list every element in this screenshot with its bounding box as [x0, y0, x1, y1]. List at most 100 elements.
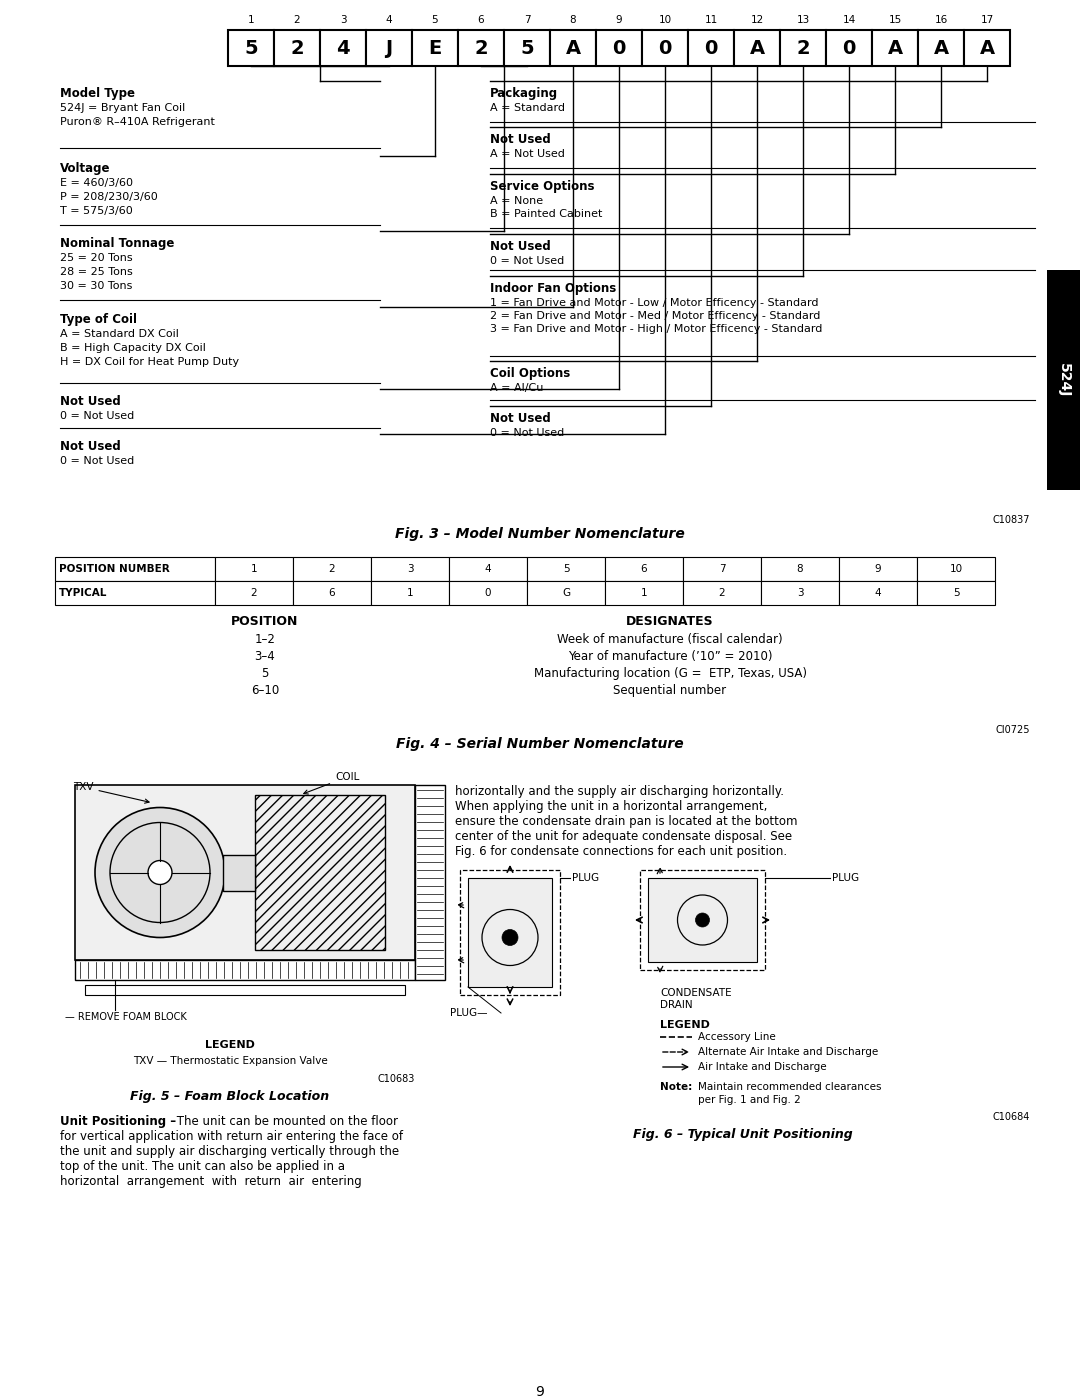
Text: Voltage: Voltage	[60, 162, 110, 175]
Bar	[550, 29, 596, 66]
Text: 6: 6	[328, 588, 335, 598]
Text: 2: 2	[474, 39, 488, 57]
Text: the unit and supply air discharging vertically through the: the unit and supply air discharging vert…	[60, 1146, 400, 1158]
Text: horizontally and the supply air discharging horizontally.: horizontally and the supply air discharg…	[455, 785, 784, 798]
Text: 8: 8	[797, 564, 804, 574]
Text: Nominal Tonnage: Nominal Tonnage	[60, 237, 174, 250]
Text: 28 = 25 Tons: 28 = 25 Tons	[60, 267, 133, 277]
Text: P = 208/230/3/60: P = 208/230/3/60	[60, 191, 158, 203]
Bar	[917, 581, 995, 605]
Bar	[504, 29, 550, 66]
Text: 1: 1	[247, 15, 254, 25]
Text: 2: 2	[294, 15, 300, 25]
Bar	[683, 581, 761, 605]
Text: B = Painted Cabinet: B = Painted Cabinet	[490, 210, 603, 219]
Text: 3: 3	[797, 588, 804, 598]
Text: A = Standard DX Coil: A = Standard DX Coil	[60, 330, 179, 339]
Bar	[460, 870, 561, 995]
Text: Year of manufacture (’10” = 2010): Year of manufacture (’10” = 2010)	[568, 650, 772, 664]
Bar	[255, 795, 384, 950]
Text: 2: 2	[718, 588, 726, 598]
Text: TXV — Thermostatic Expansion Valve: TXV — Thermostatic Expansion Valve	[133, 1056, 327, 1066]
Bar	[761, 581, 839, 605]
Text: POSITION NUMBER: POSITION NUMBER	[59, 564, 170, 574]
Bar	[411, 29, 458, 66]
Text: 2: 2	[291, 39, 303, 57]
Bar	[596, 29, 642, 66]
Text: Maintain recommended clearances: Maintain recommended clearances	[698, 1083, 881, 1092]
Text: 0 = Not Used: 0 = Not Used	[60, 455, 134, 467]
Text: C10837: C10837	[993, 515, 1030, 525]
Bar	[293, 557, 372, 581]
Text: 5: 5	[244, 39, 258, 57]
Bar	[55, 581, 215, 605]
Text: Fig. 4 – Serial Number Nomenclature: Fig. 4 – Serial Number Nomenclature	[396, 738, 684, 752]
Text: When applying the unit in a horizontal arrangement,: When applying the unit in a horizontal a…	[455, 800, 768, 813]
Bar	[449, 581, 527, 605]
Text: 4: 4	[485, 564, 491, 574]
Bar	[320, 29, 366, 66]
Bar	[918, 29, 964, 66]
Text: Air Intake and Discharge: Air Intake and Discharge	[698, 1062, 826, 1071]
Text: 9: 9	[616, 15, 622, 25]
Text: 3–4: 3–4	[255, 650, 275, 664]
Text: 3: 3	[407, 564, 414, 574]
Bar	[372, 581, 449, 605]
Bar	[85, 985, 405, 995]
Text: A = Not Used: A = Not Used	[490, 149, 565, 159]
Text: 14: 14	[842, 15, 855, 25]
Text: 11: 11	[704, 15, 717, 25]
Text: ensure the condensate drain pan is located at the bottom: ensure the condensate drain pan is locat…	[455, 814, 797, 828]
Text: 7: 7	[718, 564, 726, 574]
Bar	[872, 29, 918, 66]
Text: DRAIN: DRAIN	[660, 1000, 692, 1010]
Bar	[642, 29, 688, 66]
Text: 15: 15	[889, 15, 902, 25]
Bar	[605, 581, 683, 605]
Text: CI0725: CI0725	[996, 725, 1030, 735]
Text: 5: 5	[521, 39, 534, 57]
Circle shape	[502, 929, 518, 946]
Bar	[648, 877, 757, 963]
Text: 0: 0	[659, 39, 672, 57]
Text: J: J	[386, 39, 392, 57]
Text: 3: 3	[340, 15, 347, 25]
Text: Fig. 3 – Model Number Nomenclature: Fig. 3 – Model Number Nomenclature	[395, 527, 685, 541]
Bar	[917, 557, 995, 581]
Text: Model Type: Model Type	[60, 87, 135, 101]
Bar	[640, 870, 765, 970]
Text: Fig. 6 – Typical Unit Positioning: Fig. 6 – Typical Unit Positioning	[633, 1127, 852, 1141]
Text: 4: 4	[875, 588, 881, 598]
Text: 6–10: 6–10	[251, 685, 279, 697]
Bar	[780, 29, 826, 66]
Text: A = Standard: A = Standard	[490, 103, 565, 113]
Text: COIL: COIL	[303, 773, 360, 793]
Text: G: G	[562, 588, 570, 598]
Text: Accessory Line: Accessory Line	[698, 1032, 775, 1042]
Text: The unit can be mounted on the floor: The unit can be mounted on the floor	[173, 1115, 399, 1127]
Text: 17: 17	[981, 15, 994, 25]
Bar	[415, 785, 445, 981]
Text: 30 = 30 Tons: 30 = 30 Tons	[60, 281, 133, 291]
Text: 2 = Fan Drive and Motor - Med / Motor Efficency - Standard: 2 = Fan Drive and Motor - Med / Motor Ef…	[490, 312, 821, 321]
Text: for vertical application with return air entering the face of: for vertical application with return air…	[60, 1130, 403, 1143]
Text: 6: 6	[477, 15, 484, 25]
Text: 2: 2	[251, 588, 257, 598]
Text: 2: 2	[796, 39, 810, 57]
Text: top of the unit. The unit can also be applied in a: top of the unit. The unit can also be ap…	[60, 1160, 345, 1173]
Bar	[366, 29, 411, 66]
Bar	[826, 29, 872, 66]
Text: 1: 1	[251, 564, 257, 574]
Text: — REMOVE FOAM BLOCK: — REMOVE FOAM BLOCK	[65, 1011, 187, 1023]
Text: Manufacturing location (G =  ETP, Texas, USA): Manufacturing location (G = ETP, Texas, …	[534, 666, 807, 680]
Text: Indoor Fan Options: Indoor Fan Options	[490, 282, 617, 295]
Text: A: A	[566, 39, 581, 57]
Text: H = DX Coil for Heat Pump Duty: H = DX Coil for Heat Pump Duty	[60, 358, 239, 367]
Text: DESIGNATES: DESIGNATES	[626, 615, 714, 629]
Text: E = 460/3/60: E = 460/3/60	[60, 177, 133, 189]
Text: 0 = Not Used: 0 = Not Used	[490, 427, 564, 439]
Bar	[761, 557, 839, 581]
Text: 5: 5	[432, 15, 438, 25]
Text: 8: 8	[569, 15, 577, 25]
Text: 2: 2	[328, 564, 335, 574]
